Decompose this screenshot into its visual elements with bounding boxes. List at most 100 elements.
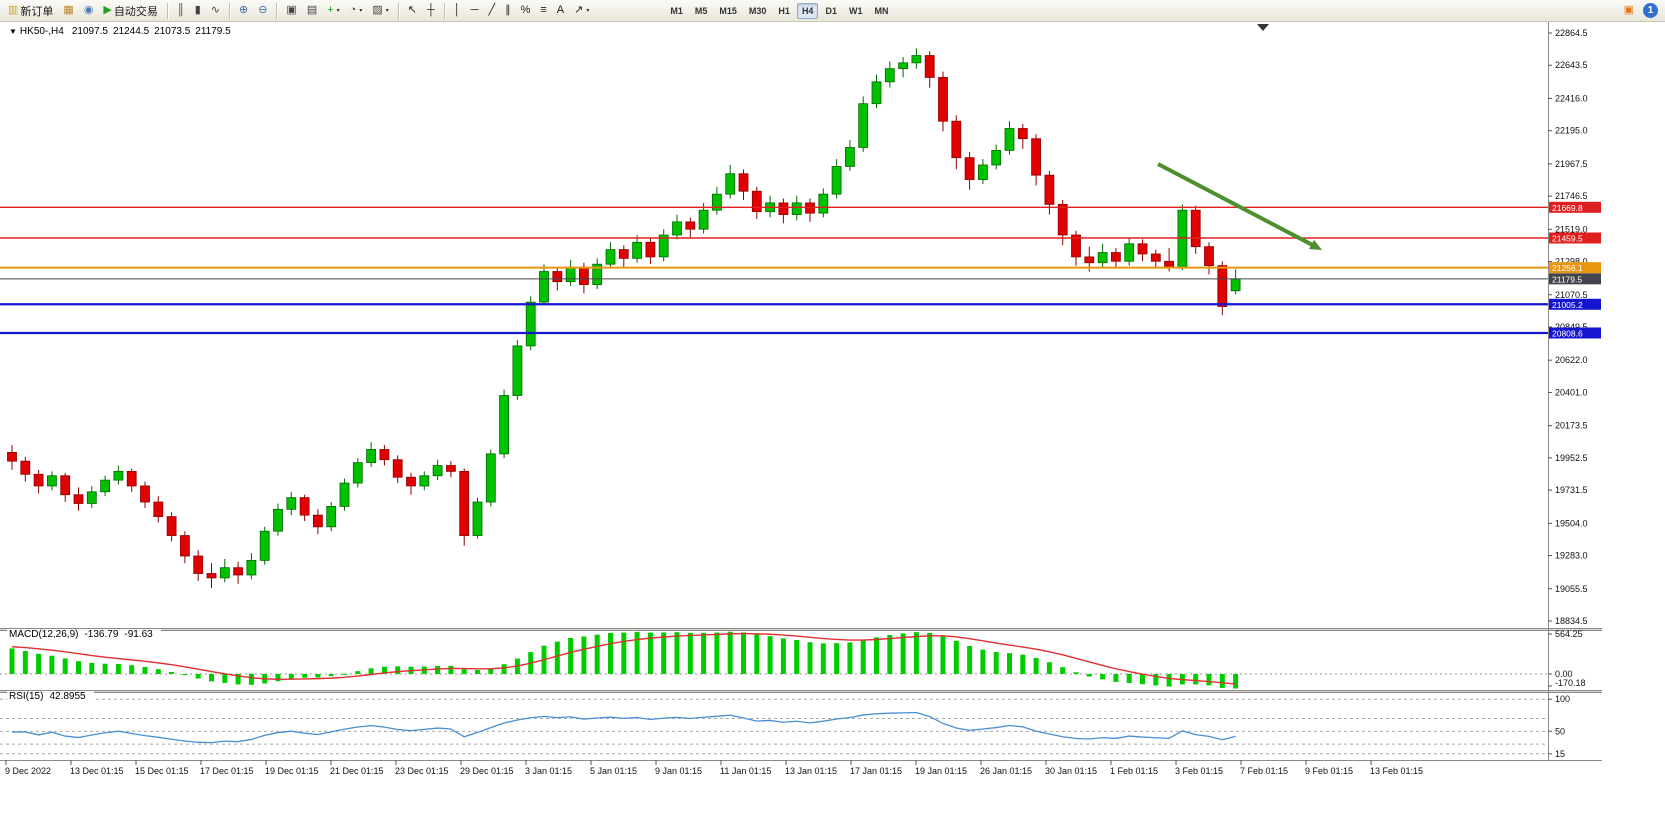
cursor-icon: ↖ <box>407 4 417 16</box>
dropdown-arrow-icon: ▾ <box>586 8 590 14</box>
toolbar-separator <box>166 2 168 19</box>
chart-icon: ▦ <box>63 4 74 16</box>
trendline-icon: ╱ <box>488 4 496 16</box>
svg-text:17 Jan 01:15: 17 Jan 01:15 <box>850 766 902 776</box>
zoom-out-button[interactable]: ⊖ <box>254 1 271 21</box>
ohlc-low: 21073.5 <box>154 26 191 37</box>
svg-text:19055.5: 19055.5 <box>1555 584 1588 594</box>
svg-text:9 Jan 01:15: 9 Jan 01:15 <box>655 766 702 776</box>
line-chart-button[interactable]: ∿ <box>207 1 224 21</box>
channel-button[interactable]: ∥ <box>501 1 515 21</box>
svg-text:9 Feb 01:15: 9 Feb 01:15 <box>1305 766 1353 776</box>
svg-text:20808.6: 20808.6 <box>1552 328 1583 338</box>
timeframe-m30-button[interactable]: M30 <box>748 5 767 16</box>
timeframe-m5-button[interactable]: M5 <box>694 5 708 16</box>
timeframe-w1-button[interactable]: W1 <box>848 5 863 16</box>
trendline-button[interactable]: ╱ <box>484 1 499 21</box>
svg-text:23 Dec 01:15: 23 Dec 01:15 <box>395 766 449 776</box>
svg-text:21070.5: 21070.5 <box>1555 290 1588 300</box>
ohlc-open: 21097.5 <box>71 26 108 37</box>
notification-badge[interactable]: 1 <box>1643 3 1658 18</box>
crosshair-button[interactable]: ┼ <box>423 1 439 21</box>
timeframe-h4-button[interactable]: H4 <box>796 2 819 19</box>
add-indicator-button[interactable]: + ▾ <box>323 1 343 21</box>
profiles-button[interactable]: ◉ <box>80 1 98 21</box>
svg-text:21256.1: 21256.1 <box>1552 263 1583 273</box>
bar-chart-icon: ║ <box>176 4 185 16</box>
rsi-label: RSI(15) 42.8955 <box>7 691 94 702</box>
svg-text:22643.5: 22643.5 <box>1555 60 1588 70</box>
panel-separators[interactable] <box>0 628 1602 693</box>
horizontal-lines[interactable] <box>0 206 1548 335</box>
collapse-chart-icon[interactable]: ▼ <box>9 27 17 36</box>
price-chart[interactable]: 22864.5 22643.5 22416.0 22195.0 21967.5 21746… <box>0 22 1602 782</box>
toolbar-separator <box>397 2 399 19</box>
timeframe-mn-button[interactable]: MN <box>874 5 889 16</box>
candlestick-icon: ▮ <box>194 4 201 16</box>
svg-text:19283.0: 19283.0 <box>1555 551 1588 561</box>
template-icon: ▨ <box>372 4 383 16</box>
templates-button[interactable]: ▨ ▾ <box>368 1 392 21</box>
community-button[interactable]: ▣ <box>1620 1 1638 21</box>
new-order-button[interactable]: ▥ 新订单 <box>4 1 57 21</box>
svg-text:19 Dec 01:15: 19 Dec 01:15 <box>265 766 319 776</box>
bar-chart-button[interactable]: ║ <box>173 1 189 21</box>
vertical-line-button[interactable]: │ <box>450 1 465 21</box>
community-icon: ▣ <box>1623 4 1634 16</box>
symbol-period-label: HK50-,H4 <box>19 26 64 37</box>
svg-text:19504.0: 19504.0 <box>1555 518 1588 528</box>
macd-label: MACD(12,26,9) -136.79 -91.63 <box>7 629 161 640</box>
autotrading-button[interactable]: ▶ 自动交易 <box>99 1 161 21</box>
periods-button[interactable]: ◔ ▾ <box>346 1 367 21</box>
horizontal-line-icon: ─ <box>470 4 479 16</box>
svg-text:19952.5: 19952.5 <box>1555 453 1588 463</box>
line-chart-icon: ∿ <box>210 4 220 16</box>
toolbar-separator <box>443 2 445 19</box>
horizontal-line-button[interactable]: ─ <box>467 1 483 21</box>
toolbar-separator <box>228 2 230 19</box>
timeframe-d1-button[interactable]: D1 <box>825 5 837 16</box>
svg-text:21669.8: 21669.8 <box>1552 203 1583 213</box>
fibonacci-button[interactable]: % <box>517 1 535 21</box>
rsi-panel <box>0 698 1548 755</box>
indicators-button[interactable]: ▤ <box>303 1 321 21</box>
zoom-in-button[interactable]: ⊕ <box>235 1 252 21</box>
arrows-button[interactable]: ↗ ▾ <box>570 1 593 21</box>
vertical-line-icon: │ <box>453 4 461 16</box>
trend-arrow[interactable] <box>1157 162 1322 250</box>
svg-text:21519.0: 21519.0 <box>1555 224 1588 234</box>
tile-windows-button[interactable]: ▣ <box>282 1 300 21</box>
chart-ohlc-header: ▼ HK50-,H4 21097.5 21244.5 21073.5 21179.5 <box>7 26 238 37</box>
time-axis: 9 Dec 2022 13 Dec 01:15 15 Dec 01:15 17 Dec… <box>0 760 1602 776</box>
shapes-icon: ≡ <box>540 4 547 16</box>
svg-text:15: 15 <box>1555 749 1565 759</box>
svg-text:-170.18: -170.18 <box>1555 678 1586 688</box>
charts-button[interactable]: ▦ <box>59 1 77 21</box>
candlestick-chart-button[interactable]: ▮ <box>191 1 205 21</box>
shapes-button[interactable]: ≡ <box>536 1 550 21</box>
text-button[interactable]: A <box>553 1 568 21</box>
svg-text:20849.5: 20849.5 <box>1555 322 1588 332</box>
profiles-icon: ◉ <box>83 4 94 16</box>
fibonacci-icon: % <box>520 4 531 16</box>
svg-text:15 Dec 01:15: 15 Dec 01:15 <box>135 766 189 776</box>
indicators-icon: ▤ <box>306 4 318 16</box>
timeframe-m1-button[interactable]: M1 <box>670 5 683 16</box>
zoom-in-icon: ⊕ <box>238 4 249 16</box>
macd-value-2: -91.63 <box>124 629 153 640</box>
svg-text:21459.5: 21459.5 <box>1552 233 1583 243</box>
svg-text:29 Dec 01:15: 29 Dec 01:15 <box>460 766 514 776</box>
crosshair-icon: ┼ <box>426 4 435 16</box>
svg-text:11 Jan 01:15: 11 Jan 01:15 <box>720 766 771 776</box>
cursor-button[interactable]: ↖ <box>404 1 421 21</box>
timeframe-m15-button[interactable]: M15 <box>719 5 737 16</box>
svg-text:564.25: 564.25 <box>1555 629 1583 639</box>
timeframe-h1-button[interactable]: H1 <box>778 5 790 16</box>
chart-shift-marker[interactable] <box>1257 24 1269 31</box>
svg-text:7 Feb 01:15: 7 Feb 01:15 <box>1240 766 1288 776</box>
svg-text:5 Jan 01:15: 5 Jan 01:15 <box>590 766 637 776</box>
svg-text:9 Dec 2022: 9 Dec 2022 <box>5 766 51 776</box>
clock-icon: ◔ <box>349 4 357 16</box>
svg-text:19731.5: 19731.5 <box>1555 485 1588 495</box>
